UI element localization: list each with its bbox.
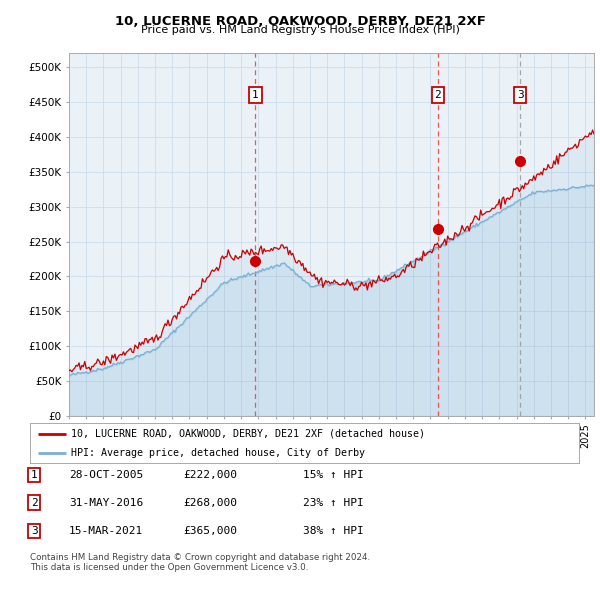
Text: 31-MAY-2016: 31-MAY-2016: [69, 498, 143, 507]
Text: 2: 2: [434, 90, 441, 100]
Text: 15-MAR-2021: 15-MAR-2021: [69, 526, 143, 536]
Text: 3: 3: [517, 90, 524, 100]
Text: HPI: Average price, detached house, City of Derby: HPI: Average price, detached house, City…: [71, 448, 365, 458]
Text: Contains HM Land Registry data © Crown copyright and database right 2024.: Contains HM Land Registry data © Crown c…: [30, 553, 370, 562]
Text: 3: 3: [31, 526, 38, 536]
Text: 10, LUCERNE ROAD, OAKWOOD, DERBY, DE21 2XF: 10, LUCERNE ROAD, OAKWOOD, DERBY, DE21 2…: [115, 15, 485, 28]
Text: 15% ↑ HPI: 15% ↑ HPI: [303, 470, 364, 480]
Text: £222,000: £222,000: [183, 470, 237, 480]
Text: 10, LUCERNE ROAD, OAKWOOD, DERBY, DE21 2XF (detached house): 10, LUCERNE ROAD, OAKWOOD, DERBY, DE21 2…: [71, 429, 425, 439]
Text: 28-OCT-2005: 28-OCT-2005: [69, 470, 143, 480]
Text: 2: 2: [31, 498, 38, 507]
Text: 1: 1: [252, 90, 259, 100]
Text: £365,000: £365,000: [183, 526, 237, 536]
Text: This data is licensed under the Open Government Licence v3.0.: This data is licensed under the Open Gov…: [30, 563, 308, 572]
Text: Price paid vs. HM Land Registry's House Price Index (HPI): Price paid vs. HM Land Registry's House …: [140, 25, 460, 35]
Text: 1: 1: [31, 470, 38, 480]
Text: 23% ↑ HPI: 23% ↑ HPI: [303, 498, 364, 507]
Text: 38% ↑ HPI: 38% ↑ HPI: [303, 526, 364, 536]
Text: £268,000: £268,000: [183, 498, 237, 507]
